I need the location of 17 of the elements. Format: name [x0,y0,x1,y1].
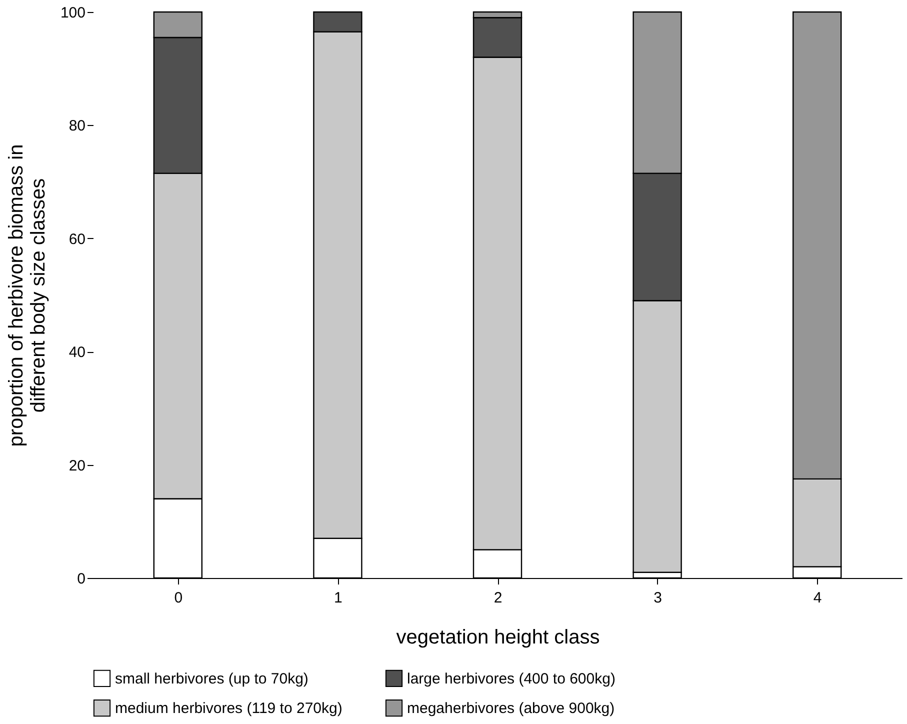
legend-label: medium herbivores (119 to 270kg) [115,700,342,717]
x-tick-label: 3 [654,590,662,606]
x-tick-label: 1 [334,590,342,606]
y-tick-label: 40 [68,344,86,362]
legend-label: small herbivores (up to 70kg) [115,670,308,688]
y-tick-label: 20 [68,457,86,474]
x-tick-label: 0 [174,590,183,606]
y-tick-label: 0 [77,570,86,588]
y-tick-label: 100 [60,4,86,22]
legend-label: large herbivores (400 to 600kg) [407,670,616,688]
x-axis-title: vegetation height class [396,626,600,648]
y-tick-label: 80 [68,118,86,135]
x-tick-label: 2 [494,590,502,606]
y-tick-label: 60 [68,230,86,248]
legend-label: megaherbivores (above 900kg) [407,700,615,717]
y-axis-title: proportion of herbivore biomass in different body size classes [5,144,50,447]
x-tick-label: 4 [813,590,822,606]
